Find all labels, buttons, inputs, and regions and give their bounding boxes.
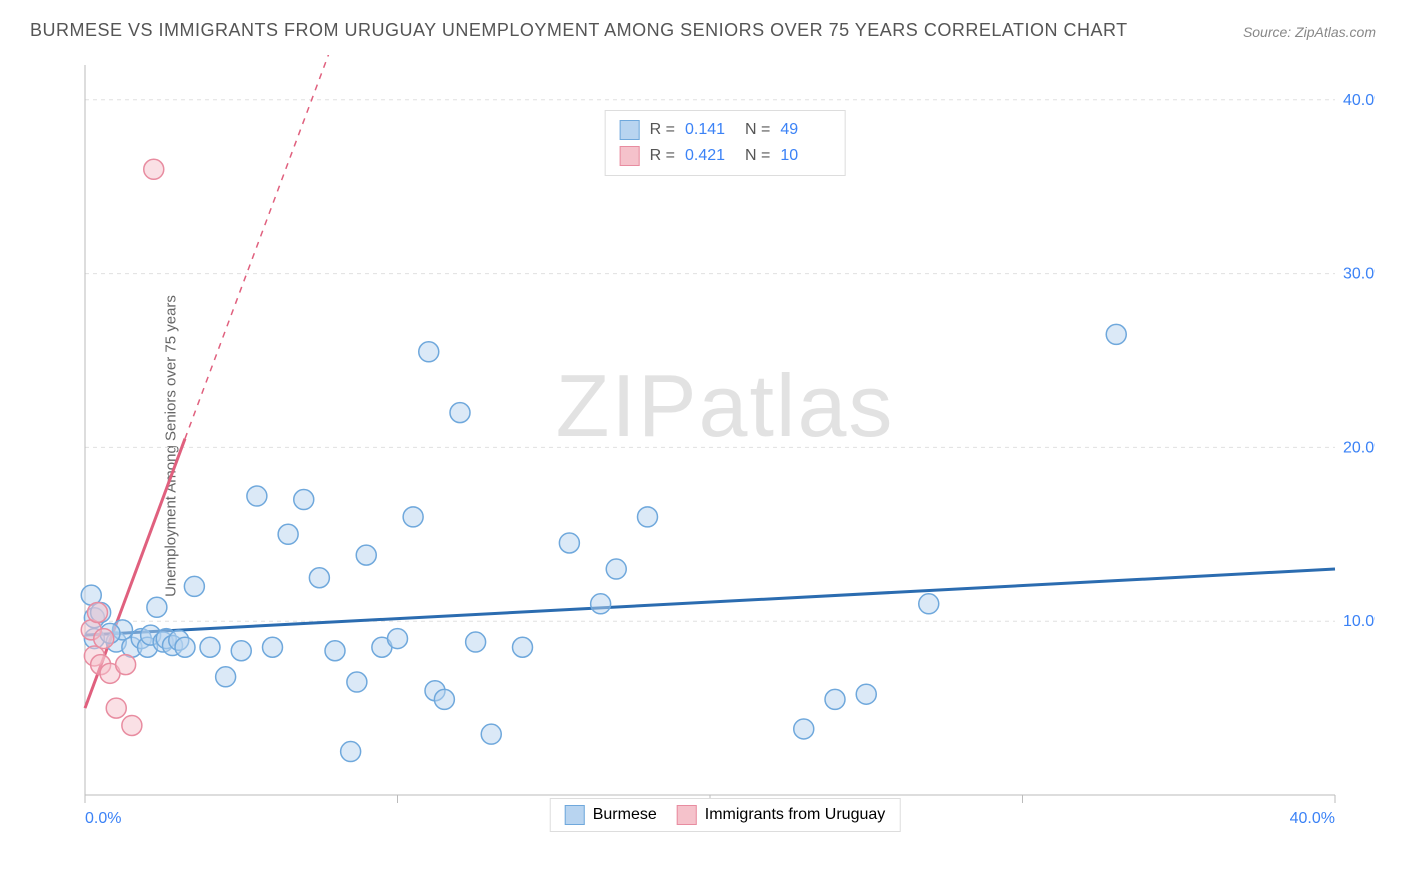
stats-value-n: 49 — [780, 117, 830, 143]
stats-label-r: R = — [650, 143, 675, 169]
chart-area: 10.0%20.0%30.0%40.0%0.0%40.0% ZIPatlas R… — [75, 55, 1375, 835]
legend-item-burmese: Burmese — [565, 805, 657, 825]
legend-label: Burmese — [593, 806, 657, 824]
stats-label-n: N = — [745, 117, 770, 143]
stats-value-r: 0.141 — [685, 117, 735, 143]
chart-container: BURMESE VS IMMIGRANTS FROM URUGUAY UNEMP… — [0, 0, 1406, 892]
bottom-legend: Burmese Immigrants from Uruguay — [550, 798, 901, 832]
swatch-icon — [565, 805, 585, 825]
svg-text:30.0%: 30.0% — [1343, 266, 1375, 283]
stats-row-uruguay: R = 0.421 N = 10 — [620, 143, 831, 169]
svg-text:40.0%: 40.0% — [1290, 810, 1335, 827]
source-attribution: Source: ZipAtlas.com — [1243, 24, 1376, 40]
stats-label-r: R = — [650, 117, 675, 143]
svg-text:0.0%: 0.0% — [85, 810, 121, 827]
stats-box: R = 0.141 N = 49 R = 0.421 N = 10 — [605, 110, 846, 176]
svg-text:10.0%: 10.0% — [1343, 613, 1375, 630]
swatch-icon — [620, 120, 640, 140]
stats-value-n: 10 — [780, 143, 830, 169]
swatch-icon — [677, 805, 697, 825]
stats-row-burmese: R = 0.141 N = 49 — [620, 117, 831, 143]
stats-label-n: N = — [745, 143, 770, 169]
legend-label: Immigrants from Uruguay — [705, 806, 886, 824]
svg-text:40.0%: 40.0% — [1343, 92, 1375, 109]
stats-value-r: 0.421 — [685, 143, 735, 169]
svg-text:20.0%: 20.0% — [1343, 439, 1375, 456]
chart-title: BURMESE VS IMMIGRANTS FROM URUGUAY UNEMP… — [30, 20, 1376, 41]
legend-item-uruguay: Immigrants from Uruguay — [677, 805, 886, 825]
swatch-icon — [620, 146, 640, 166]
